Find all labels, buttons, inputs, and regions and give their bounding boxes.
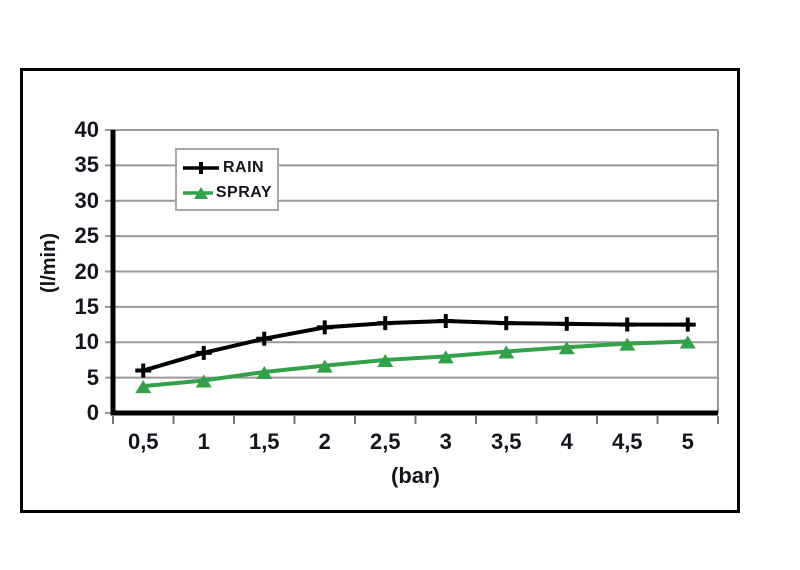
y-tick-label: 15 [74, 293, 99, 319]
series-marker-spray [558, 341, 575, 355]
series-marker-spray [316, 359, 333, 373]
x-axis-title: (bar) [391, 463, 440, 488]
x-tick-label: 1 [197, 429, 210, 454]
x-tick-label: 2 [318, 429, 331, 454]
y-tick-label: 30 [74, 187, 99, 213]
series-marker-spray [256, 365, 273, 379]
y-axis-title: (l/min) [38, 233, 60, 293]
series-line-spray [143, 339, 688, 389]
series-line-rain [142, 319, 688, 373]
series-marker-spray [619, 337, 636, 351]
series-marker-spray [377, 353, 394, 367]
x-tick-label: 3,5 [490, 429, 522, 454]
y-tick-label: 5 [86, 364, 99, 390]
legend-item-rain: RAIN [182, 155, 272, 180]
y-tick-label: 20 [74, 258, 99, 284]
x-tick-label: 4 [560, 429, 573, 454]
x-tick-label: 0,5 [127, 429, 159, 454]
series-marker-spray [437, 350, 454, 364]
y-tick-label: 35 [74, 152, 99, 178]
series-marker-spray [135, 380, 152, 394]
x-tick-label: 5 [681, 429, 694, 454]
series-marker-spray [498, 345, 515, 359]
y-tick-label: 40 [74, 117, 99, 142]
legend-label: SPRAY [215, 183, 272, 201]
y-tick-label: 25 [74, 223, 99, 249]
chart-frame: 0 5 10 15 20 25 30 35 40 0,5 1 1,5 2 2,5 3 3,5 4 4,5 5 (l… [20, 68, 740, 513]
x-tick-label: 3 [439, 429, 452, 454]
y-tick-label: 0 [86, 400, 99, 425]
legend-swatch-triangle-icon [183, 186, 213, 199]
legend: RAIN SPRAY [175, 148, 279, 211]
legend-item-spray: SPRAY [182, 180, 272, 205]
x-tick-label: 4,5 [611, 429, 643, 454]
x-tick-label: 2,5 [369, 429, 401, 454]
legend-label: RAIN [223, 158, 265, 176]
legend-swatch-plus-icon [183, 161, 219, 174]
y-tick-label: 10 [74, 329, 99, 355]
series-marker-spray [195, 374, 212, 388]
x-tick-label: 1,5 [248, 429, 280, 454]
series-marker-spray [679, 335, 696, 349]
